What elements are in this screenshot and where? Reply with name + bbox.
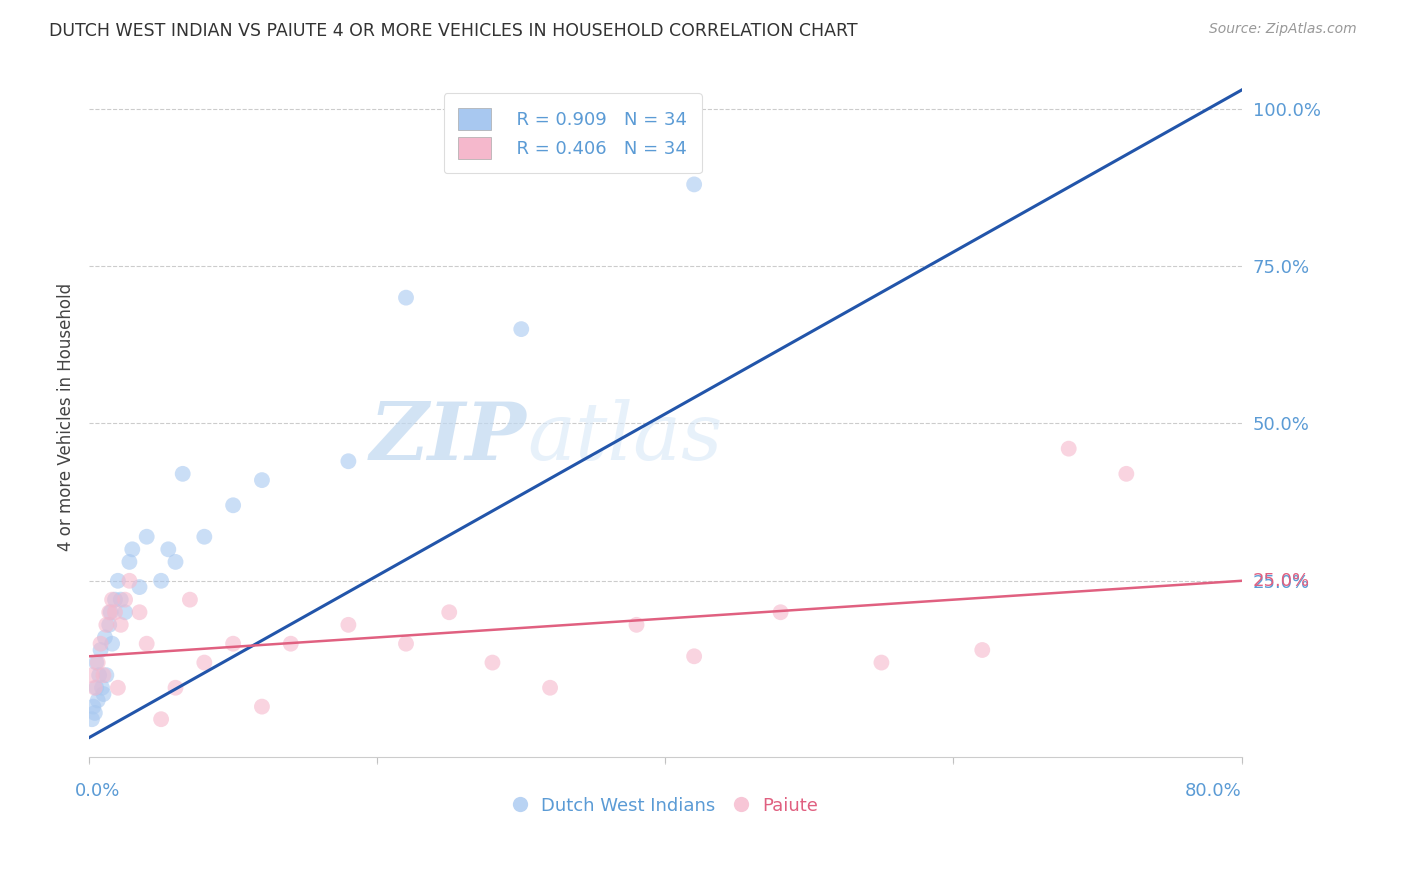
Point xyxy=(165,555,187,569)
Point xyxy=(83,681,105,695)
Point xyxy=(150,712,173,726)
Point xyxy=(114,605,136,619)
Point xyxy=(93,687,115,701)
Point xyxy=(337,454,360,468)
Point xyxy=(150,574,173,588)
Point xyxy=(84,656,107,670)
Point xyxy=(80,712,103,726)
Point xyxy=(280,637,302,651)
Point xyxy=(165,681,187,695)
Text: atlas: atlas xyxy=(527,399,723,476)
Point xyxy=(135,530,157,544)
Point xyxy=(96,668,118,682)
Point xyxy=(91,681,114,695)
Point xyxy=(193,656,215,670)
Point xyxy=(135,637,157,651)
Point xyxy=(250,699,273,714)
Point xyxy=(86,656,108,670)
Point xyxy=(90,643,112,657)
Point xyxy=(222,637,245,651)
Point xyxy=(101,637,124,651)
Point xyxy=(107,574,129,588)
Point xyxy=(86,693,108,707)
Point xyxy=(870,656,893,670)
Point xyxy=(172,467,194,481)
Text: 0.0%: 0.0% xyxy=(75,782,120,800)
Point xyxy=(683,178,706,192)
Y-axis label: 4 or more Vehicles in Household: 4 or more Vehicles in Household xyxy=(58,283,75,551)
Point xyxy=(157,542,180,557)
Point xyxy=(1057,442,1080,456)
Point xyxy=(82,699,104,714)
Point xyxy=(90,637,112,651)
Point xyxy=(84,681,107,695)
Point xyxy=(510,322,533,336)
Point xyxy=(114,592,136,607)
Text: ZIP: ZIP xyxy=(370,399,527,476)
Point xyxy=(1115,467,1137,481)
Point xyxy=(538,681,561,695)
Point xyxy=(101,592,124,607)
Point xyxy=(128,605,150,619)
Point xyxy=(110,617,132,632)
Point xyxy=(626,617,648,632)
Point xyxy=(121,542,143,557)
Text: 80.0%: 80.0% xyxy=(1185,782,1241,800)
Point xyxy=(83,706,105,720)
Point xyxy=(128,580,150,594)
Point xyxy=(439,605,461,619)
Legend: Dutch West Indians, Paiute: Dutch West Indians, Paiute xyxy=(505,790,825,822)
Point xyxy=(118,574,141,588)
Point xyxy=(80,668,103,682)
Point xyxy=(94,631,117,645)
Point xyxy=(104,605,127,619)
Point xyxy=(193,530,215,544)
Point xyxy=(179,592,201,607)
Text: DUTCH WEST INDIAN VS PAIUTE 4 OR MORE VEHICLES IN HOUSEHOLD CORRELATION CHART: DUTCH WEST INDIAN VS PAIUTE 4 OR MORE VE… xyxy=(49,22,858,40)
Point xyxy=(395,291,418,305)
Point xyxy=(96,617,118,632)
Point xyxy=(683,649,706,664)
Point xyxy=(98,605,121,619)
Point xyxy=(100,605,122,619)
Point xyxy=(481,656,503,670)
Point xyxy=(769,605,792,619)
Text: Source: ZipAtlas.com: Source: ZipAtlas.com xyxy=(1209,22,1357,37)
Point xyxy=(118,555,141,569)
Point xyxy=(93,668,115,682)
Point xyxy=(89,668,111,682)
Point xyxy=(98,617,121,632)
Text: 25.0%: 25.0% xyxy=(1253,572,1310,590)
Point xyxy=(222,498,245,512)
Point xyxy=(104,592,127,607)
Point xyxy=(107,681,129,695)
Point xyxy=(337,617,360,632)
Point xyxy=(110,592,132,607)
Point xyxy=(250,473,273,487)
Point xyxy=(972,643,994,657)
Point xyxy=(395,637,418,651)
